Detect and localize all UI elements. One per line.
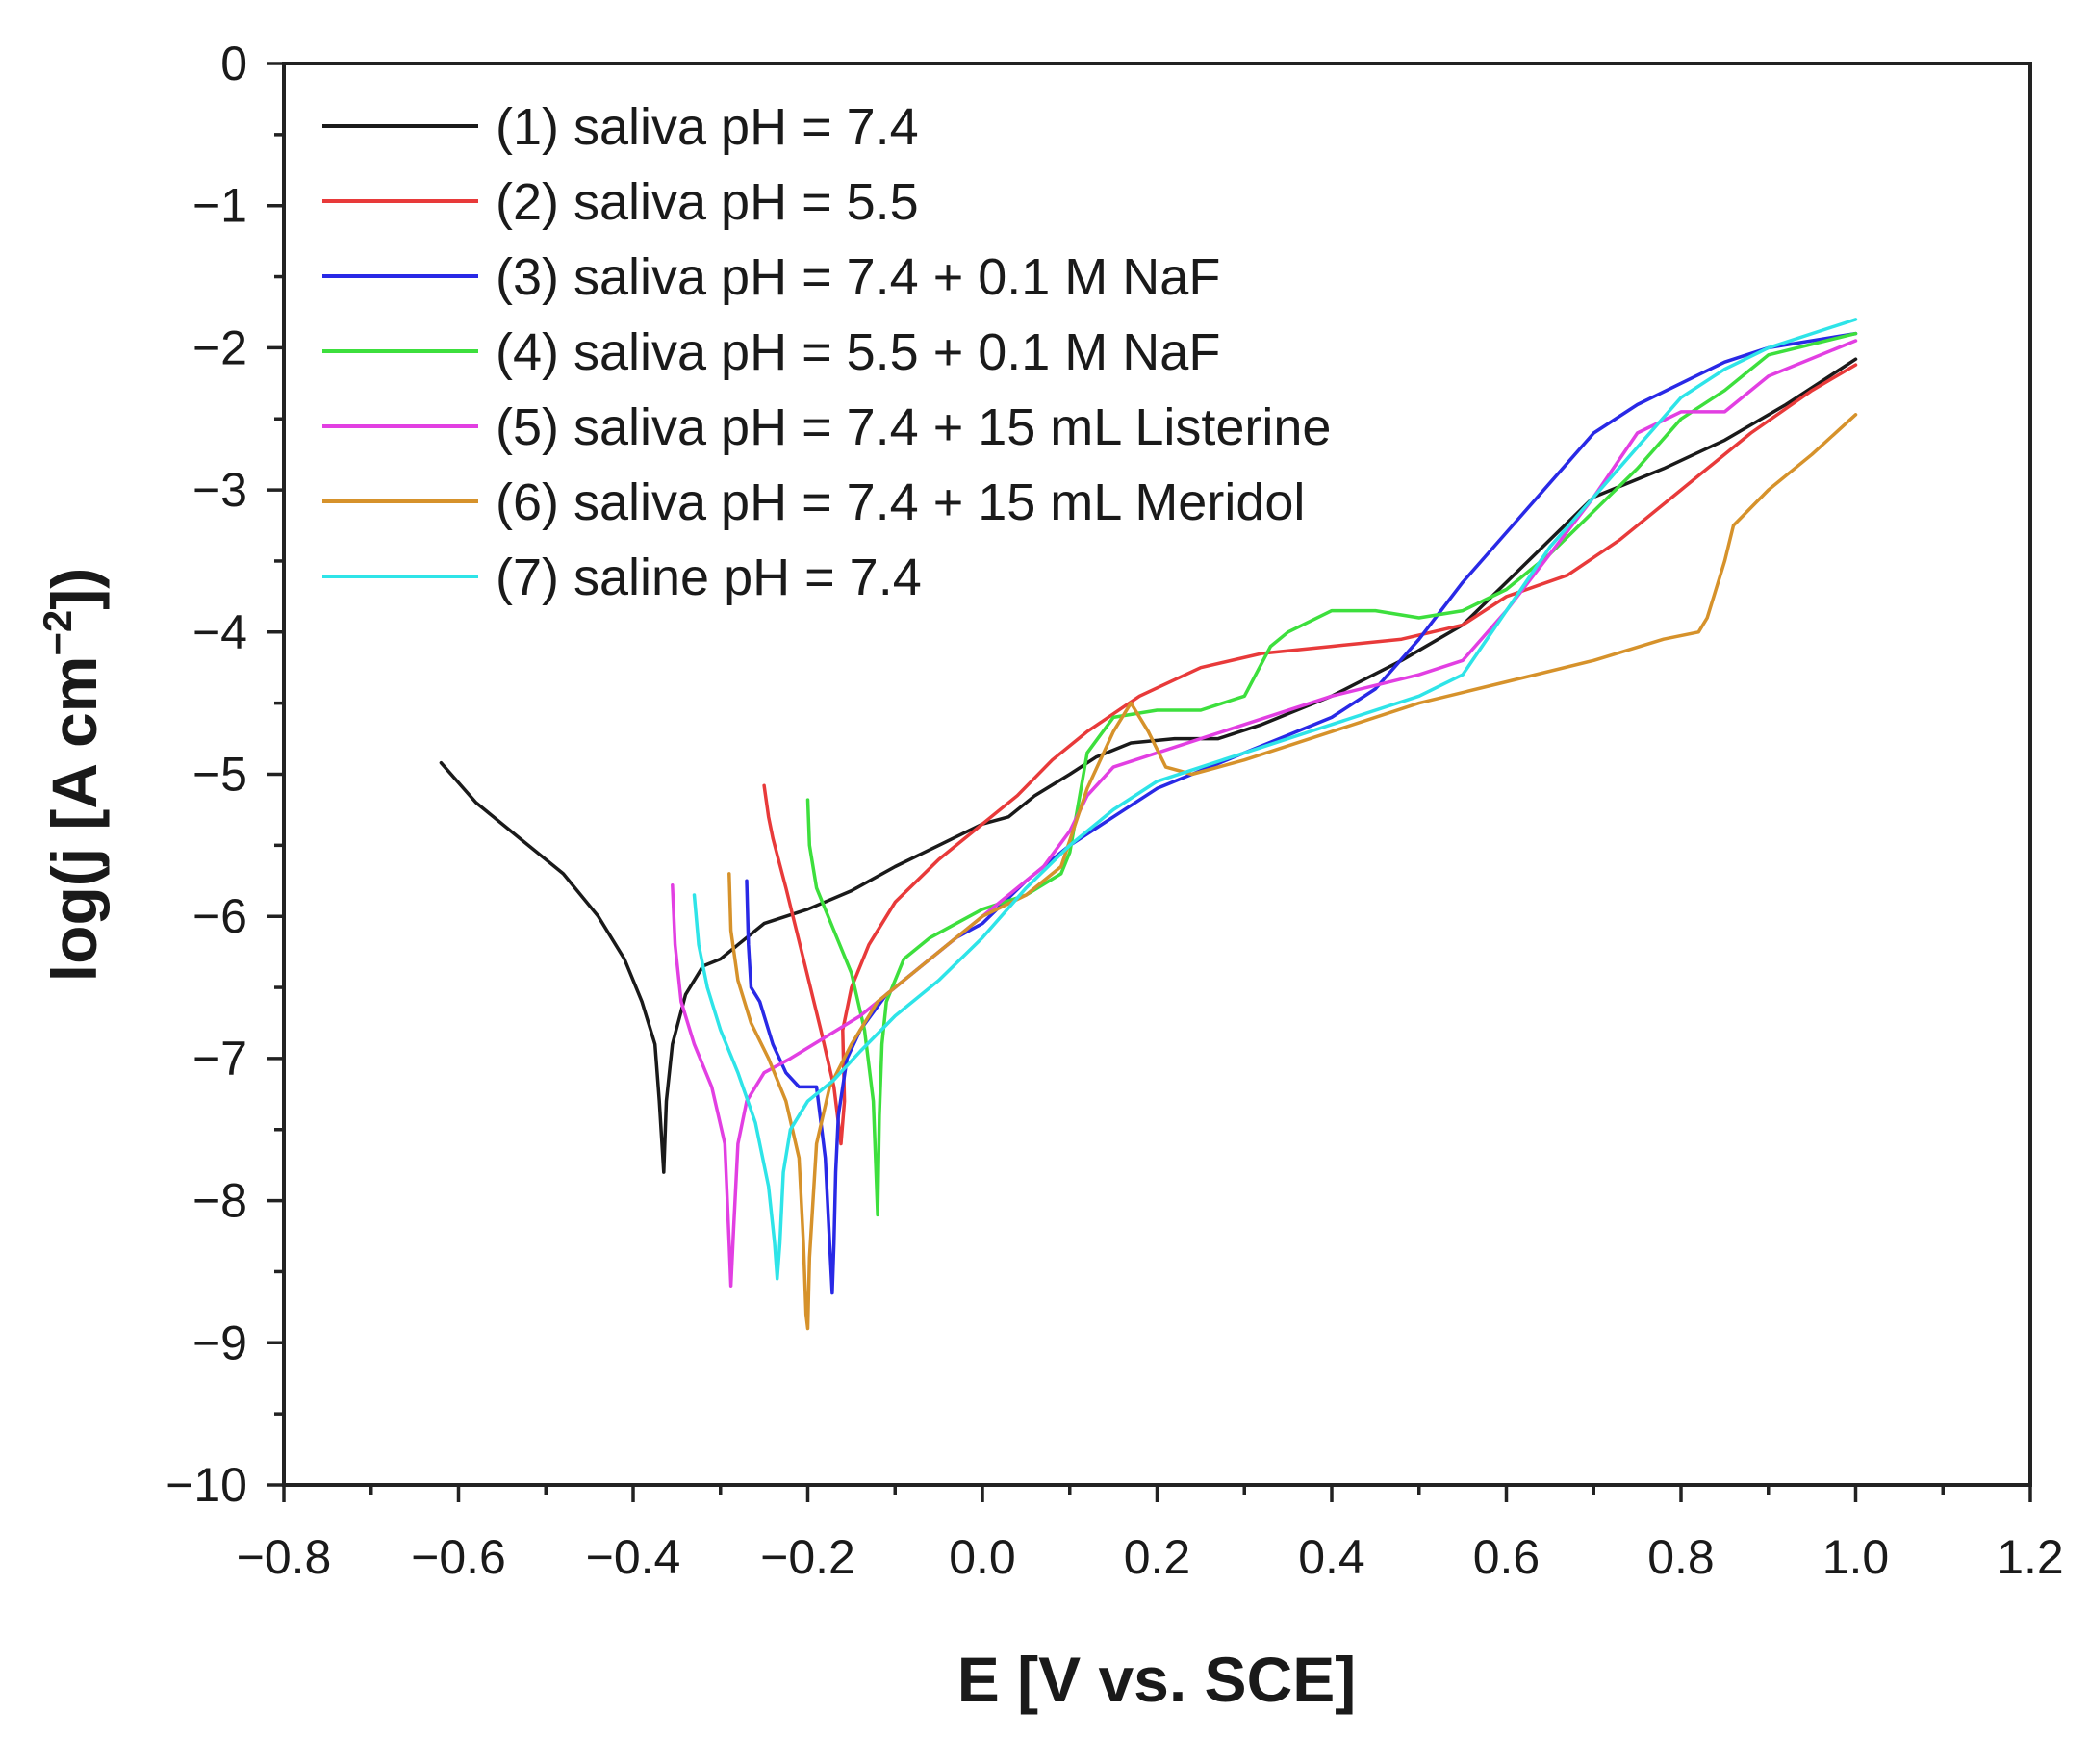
legend-item: (7) saline pH = 7.4 [322, 549, 922, 606]
legend-label: (5) saliva pH = 7.4 + 15 mL Listerine [496, 398, 1331, 456]
x-tick-label: 0.2 [1124, 1530, 1191, 1584]
legend-label: (4) saliva pH = 5.5 + 0.1 M NaF [496, 323, 1220, 381]
x-tick-label: −0.8 [237, 1530, 332, 1584]
y-axis-title: log(j [A cm−2]) [35, 568, 110, 982]
series-line-6 [727, 413, 1858, 1331]
y-tick-label: −4 [192, 605, 247, 659]
y-tick-label: −9 [192, 1316, 247, 1369]
axis-ticks [267, 62, 2032, 1502]
legend: (1) saliva pH = 7.4 (2) saliva pH = 5.5 (3… [322, 98, 1331, 606]
y-axis-title-superscript: −2 [35, 610, 80, 656]
x-tick-label: −0.6 [411, 1530, 506, 1584]
series-line-2 [762, 363, 1858, 1146]
x-tick-label: 1.0 [1822, 1530, 1890, 1584]
axis-tick-labels: −0.8 −0.6 −0.4 −0.2 0.0 0.2 0.4 0.6 0.8 1.0 1.2 0 −1… [166, 37, 2064, 1584]
x-tick-label: −0.2 [760, 1530, 855, 1584]
y-tick-label: −8 [192, 1174, 247, 1228]
y-tick-label: −10 [166, 1458, 247, 1512]
y-tick-label: 0 [220, 37, 247, 90]
y-tick-label: −2 [192, 320, 247, 374]
legend-item: (3) saliva pH = 7.4 + 0.1 M NaF [322, 248, 1220, 306]
series-line-1 [439, 357, 1858, 1174]
legend-label: (3) saliva pH = 7.4 + 0.1 M NaF [496, 248, 1220, 306]
y-tick-label: −7 [192, 1032, 247, 1086]
legend-item: (5) saliva pH = 7.4 + 15 mL Listerine [322, 398, 1331, 456]
y-tick-label: −1 [192, 179, 247, 233]
legend-item: (1) saliva pH = 7.4 [322, 98, 919, 156]
legend-label: (2) saliva pH = 5.5 [496, 173, 919, 231]
x-tick-label: 0.0 [949, 1530, 1016, 1584]
legend-item: (2) saliva pH = 5.5 [322, 173, 919, 231]
x-tick-label: 0.6 [1473, 1530, 1541, 1584]
x-tick-label: 0.4 [1298, 1530, 1365, 1584]
series-lines [439, 318, 1858, 1331]
series-line-7 [692, 318, 1858, 1281]
x-tick-label: 1.2 [1997, 1530, 2064, 1584]
legend-item: (6) saliva pH = 7.4 + 15 mL Meridol [322, 473, 1305, 531]
series-line-4 [805, 331, 1858, 1217]
legend-label: (1) saliva pH = 7.4 [496, 98, 919, 156]
legend-item: (4) saliva pH = 5.5 + 0.1 M NaF [322, 323, 1220, 381]
x-tick-label: −0.4 [586, 1530, 681, 1584]
y-tick-label: −5 [192, 748, 247, 802]
y-axis-title-end: ]) [38, 568, 110, 610]
y-axis-title-main: log(j [A cm [38, 656, 110, 983]
x-axis-title: E [V vs. SCE] [957, 1644, 1356, 1715]
x-tick-label: 0.8 [1647, 1530, 1715, 1584]
legend-label: (6) saliva pH = 7.4 + 15 mL Meridol [496, 473, 1305, 531]
y-tick-label: −3 [192, 463, 247, 517]
legend-label: (7) saline pH = 7.4 [496, 549, 922, 606]
y-tick-label: −6 [192, 889, 247, 943]
